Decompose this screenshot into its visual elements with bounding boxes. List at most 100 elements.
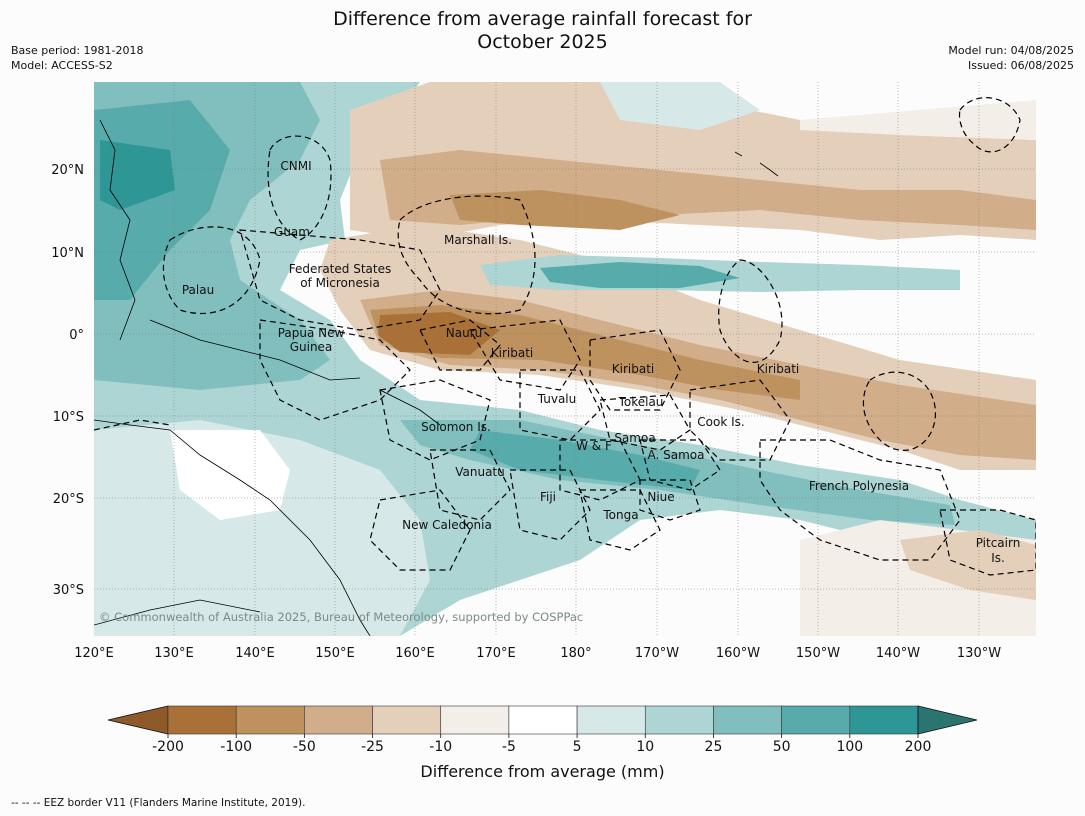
region-label: Vanuatu (455, 465, 505, 479)
colorbar-swatch (849, 705, 919, 735)
gridlines (94, 82, 1036, 636)
footnote: -- -- -- EEZ border V11 (Flanders Marine… (11, 797, 306, 809)
region-label: Fiji (540, 490, 556, 504)
colorbar-label: Difference from average (mm) (420, 762, 665, 781)
lon-tick-label: 150°E (315, 646, 355, 661)
colorbar-tick-label: -50 (293, 739, 316, 755)
colorbar-swatch (440, 705, 510, 735)
colorbar-tick-label: -25 (361, 739, 384, 755)
title-line-2: October 2025 (477, 31, 608, 53)
region-label: Kiribati (757, 362, 799, 376)
lat-tick-label: 0° (69, 328, 84, 343)
region-label: Tuvalu (537, 392, 577, 406)
coastlines (94, 119, 779, 636)
region-label: Tonga (602, 508, 638, 522)
region-label: CNMI (280, 159, 311, 173)
region-label: Guam (274, 225, 310, 239)
model-name: Model: ACCESS-S2 (11, 59, 113, 72)
lon-tick-label: 160°W (716, 646, 760, 661)
region-label: Kiribati (612, 362, 654, 376)
colorbar-tick-label: 5 (573, 739, 582, 755)
lat-tick-label: 20°S (53, 492, 84, 507)
base-period: Base period: 1981-2018 (11, 44, 144, 57)
page-title: Difference from average rainfall forecas… (0, 8, 1085, 54)
lat-tick-label: 30°S (53, 583, 84, 598)
title-line-1: Difference from average rainfall forecas… (333, 8, 752, 30)
issued-date: Issued: 06/08/2025 (967, 59, 1074, 72)
itcz-wet-core (540, 262, 740, 288)
neutral-qld (170, 430, 290, 520)
meta-right: Model run: 04/08/2025 Issued: 06/08/2025 (948, 43, 1074, 73)
region-label: Pitcairn (976, 536, 1021, 550)
colorbar-tick-label: 200 (905, 739, 932, 755)
colorbar-swatch (167, 705, 237, 735)
region-label: Federated States (289, 262, 391, 276)
region-label: Marshall Is. (444, 233, 512, 247)
region-label: W & F (576, 439, 612, 453)
colorbar-under-arrow (107, 705, 169, 735)
meta-left: Base period: 1981-2018 Model: ACCESS-S2 (11, 43, 143, 73)
colorbar-tick-label: -5 (502, 739, 516, 755)
dry-north-strong (450, 190, 680, 230)
colorbar-tick-label: 100 (836, 739, 863, 755)
latitude-labels: 20°N 10°N 0° 10°S 20°S 30°S (51, 163, 84, 598)
lon-tick-label: 170°E (476, 646, 516, 661)
lon-tick-label: 130°E (154, 646, 194, 661)
copyright-text: © Commonwealth of Australia 2025, Bureau… (99, 610, 583, 624)
colorbar-swatch (713, 705, 782, 735)
region-label: Solomon Is. (421, 420, 491, 434)
colorbar: -200 -100 -50 -25 -10 -5 5 10 25 50 100 200 (107, 705, 978, 755)
lon-tick-label: 140°W (876, 646, 920, 661)
lat-tick-label: 10°S (53, 410, 84, 425)
colorbar-swatch (644, 705, 714, 735)
colorbar-tick-label: 50 (773, 739, 791, 755)
region-label: Papua New (278, 326, 345, 340)
lon-tick-label: 150°W (796, 646, 840, 661)
wet-north-patch (600, 82, 760, 130)
lon-tick-label: 170°W (635, 646, 679, 661)
model-run: Model run: 04/08/2025 (948, 44, 1074, 57)
colorbar-swatch (372, 705, 442, 735)
colorbar-swatch (235, 705, 305, 735)
colorbar-swatch (304, 705, 373, 735)
map-field: © Commonwealth of Australia 2025, Bureau… (94, 82, 1036, 636)
colorbar-over-arrow (917, 705, 978, 735)
dry-southeast-inner (900, 530, 1036, 600)
region-label: Guinea (290, 340, 333, 354)
spcz-wet-core (470, 430, 700, 490)
longitude-labels: 120°E 130°E 140°E 150°E 160°E 170°E 180° 170°W 1… (74, 646, 1001, 661)
colorbar-swatch (508, 705, 578, 735)
region-label: Niue (647, 490, 674, 504)
region-label: Kiribati (491, 346, 533, 360)
region-label: Cook Is. (697, 415, 744, 429)
colorbar-swatch (781, 705, 851, 735)
colorbar-tick-label: -200 (152, 739, 184, 755)
eez-borders (94, 97, 1036, 576)
lon-tick-label: 130°W (957, 646, 1001, 661)
region-label: Is. (991, 551, 1005, 565)
region-label: Nauru (446, 326, 482, 340)
dry-northeast-weak (800, 100, 1036, 140)
lat-tick-label: 10°N (51, 246, 84, 261)
region-label: New Caledonia (402, 518, 492, 532)
colorbar-tick-label: 10 (636, 739, 654, 755)
wet-core-philippines (100, 140, 175, 210)
lon-tick-label: 160°E (395, 646, 435, 661)
colorbar-tick-label: -10 (429, 739, 452, 755)
region-label: of Micronesia (300, 276, 380, 290)
region-label: Samoa (614, 431, 655, 445)
colorbar-tick-label: -100 (220, 739, 252, 755)
colorbar-tick-label: 25 (705, 739, 723, 755)
region-label: French Polynesia (809, 479, 909, 493)
region-label: Palau (182, 283, 214, 297)
lon-tick-label: 180° (560, 646, 591, 661)
lon-tick-label: 120°E (74, 646, 114, 661)
region-label: Tokelau (618, 395, 664, 409)
lat-tick-label: 20°N (51, 163, 84, 178)
colorbar-swatch (576, 705, 646, 735)
dry-core-nauru (378, 312, 500, 355)
lon-tick-label: 140°E (235, 646, 275, 661)
region-label: A. Samoa (648, 448, 705, 462)
